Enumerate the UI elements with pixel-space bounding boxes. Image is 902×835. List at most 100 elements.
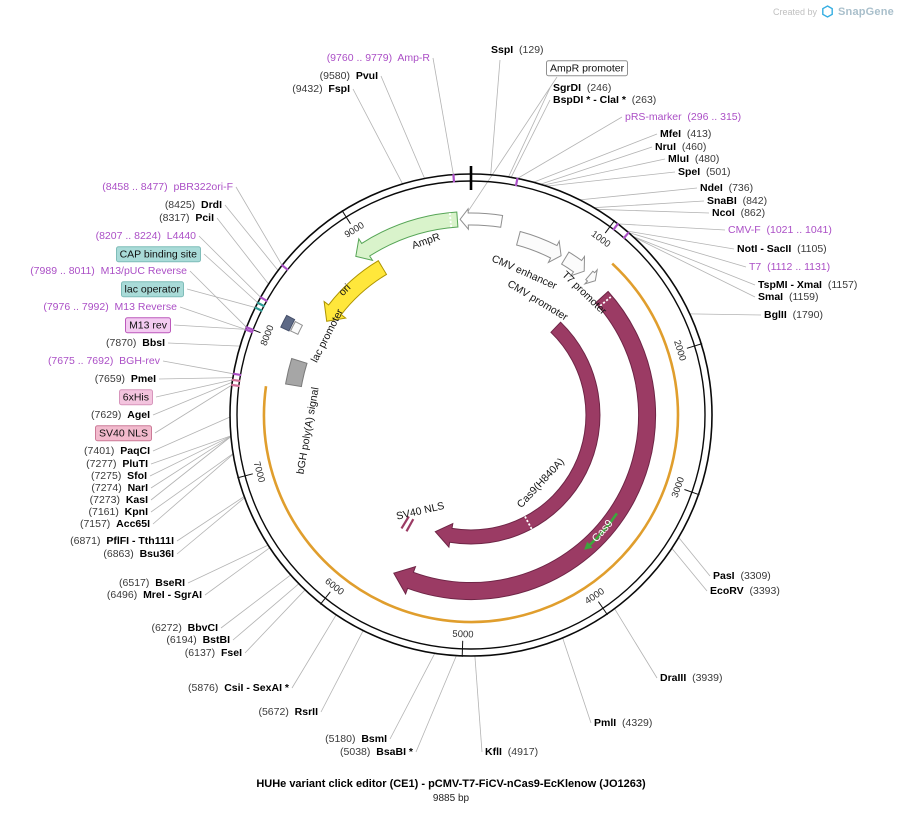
- leader-line: [224, 204, 279, 271]
- feature-cmv-promoter[interactable]: [560, 251, 586, 277]
- feature-sv40-nls[interactable]: [405, 518, 415, 532]
- leader-line: [596, 208, 710, 214]
- tick-label: 9000: [343, 220, 367, 241]
- leader-line: [380, 75, 425, 179]
- leader-line: [179, 306, 246, 330]
- leader-line: [562, 637, 592, 724]
- feature-tick: [245, 325, 255, 332]
- feature-tick: [232, 372, 242, 377]
- tick-mark: [461, 640, 464, 657]
- tick-mark: [341, 210, 351, 225]
- feature-t7-promoter[interactable]: [583, 268, 599, 285]
- leader-line: [632, 236, 756, 298]
- leader-line: [320, 630, 364, 713]
- tick-mark: [237, 473, 253, 479]
- leader-line: [593, 200, 705, 209]
- watermark-created-by: Created by: [772, 6, 817, 17]
- leader-line: [150, 453, 234, 513]
- leader-line: [291, 614, 337, 689]
- feature-label-sv40-nls: SV40 NLS: [395, 500, 445, 523]
- leader-line: [543, 158, 666, 186]
- feature-bgh-polya[interactable]: [285, 357, 308, 388]
- feature-tick: [514, 177, 519, 187]
- leader-line: [235, 186, 283, 266]
- leader-line: [508, 87, 551, 178]
- feature-ori[interactable]: [323, 260, 388, 322]
- tick-label: 3000: [670, 476, 687, 500]
- feature-ampr-promoter[interactable]: [459, 207, 504, 231]
- leader-line: [389, 653, 436, 740]
- feature-tick: [231, 378, 241, 383]
- leader-line: [152, 381, 233, 416]
- leader-line: [220, 574, 291, 629]
- tick-label: 1000: [589, 229, 613, 250]
- feature-cmv-enhancer[interactable]: [515, 230, 562, 264]
- plasmid-length: 9885 bp: [432, 793, 470, 804]
- watermark: Created by SnapGene: [773, 5, 894, 18]
- leader-line: [152, 416, 231, 452]
- cas9-direction-arrow: [589, 512, 618, 546]
- feature-cas9[interactable]: [393, 290, 657, 601]
- watermark-brand: SnapGene: [837, 5, 894, 18]
- leader-line: [167, 342, 241, 347]
- tick-label: 7000: [251, 460, 267, 483]
- feature-tick: [231, 383, 240, 388]
- leader-line: [173, 324, 246, 330]
- feature-orf-ring[interactable]: [262, 262, 680, 624]
- leader-line: [176, 497, 245, 555]
- feature-sv40-nls[interactable]: [400, 515, 410, 529]
- leader-line: [517, 116, 623, 179]
- leader-line: [628, 232, 747, 268]
- feature-tick: [259, 296, 269, 303]
- leader-line: [474, 655, 483, 753]
- leader-line: [152, 453, 234, 525]
- leader-line: [187, 544, 269, 584]
- leader-line: [462, 76, 558, 220]
- leader-line: [671, 548, 708, 592]
- tick-label: 6000: [322, 576, 345, 598]
- feature-tick: [452, 173, 456, 183]
- feature-tick: [280, 264, 289, 272]
- leader-line: [186, 288, 256, 308]
- leader-line: [244, 589, 306, 654]
- leader-line: [158, 377, 233, 380]
- leader-line: [176, 496, 245, 542]
- snapgene-logo-icon: [822, 5, 833, 18]
- feature-tick: [622, 231, 630, 240]
- leader-lines: [149, 57, 762, 753]
- leader-line: [432, 57, 454, 175]
- plasmid-backbone: 1000 2000 3000 4000 5000 6000 7000 8000 9000: [229, 166, 713, 657]
- leader-line: [232, 583, 300, 641]
- leader-line: [162, 360, 234, 375]
- leader-line: [204, 547, 271, 596]
- leader-line: [546, 171, 676, 187]
- tick-label: 4000: [583, 586, 607, 607]
- feature-lac-promoter-2[interactable]: [289, 320, 304, 335]
- leader-line: [626, 230, 735, 250]
- feature-tick: [244, 328, 254, 334]
- tick-label: 2000: [671, 339, 688, 362]
- feature-lac-promoter[interactable]: [280, 314, 296, 332]
- leader-line: [540, 146, 653, 185]
- leader-line: [632, 235, 756, 286]
- leader-line: [579, 187, 698, 201]
- leader-line: [155, 379, 233, 398]
- plasmid-title: HUHe variant click editor (CE1) - pCMV-T…: [256, 778, 646, 790]
- feature-tick: [256, 301, 266, 308]
- leader-line: [490, 59, 501, 175]
- feature-label-bgh-poly-a-signal: bGH poly(A) signal: [294, 386, 321, 475]
- tick-mark: [684, 489, 700, 496]
- feature-tick: [612, 222, 620, 231]
- leader-line: [352, 88, 403, 185]
- leader-line: [149, 435, 232, 477]
- leader-line: [689, 313, 762, 316]
- leader-line: [154, 384, 233, 434]
- map-footer: HUHe variant click editor (CE1) - pCMV-T…: [0, 778, 902, 804]
- feature-cas9-h840a[interactable]: [434, 321, 601, 549]
- leader-line: [533, 133, 658, 183]
- leader-line: [614, 608, 658, 679]
- feature-ampr[interactable]: [355, 211, 459, 262]
